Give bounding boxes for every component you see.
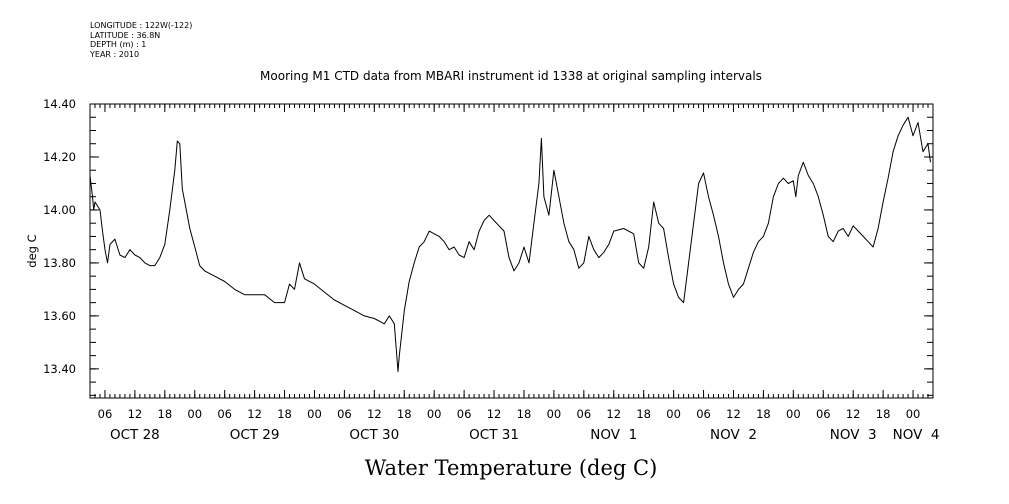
x-tick-label: 18 bbox=[756, 407, 771, 421]
x-tick-label: 00 bbox=[307, 407, 322, 421]
x-tick-label: 00 bbox=[187, 407, 202, 421]
x-tick-label: 18 bbox=[158, 407, 173, 421]
y-tick-label: 13.80 bbox=[43, 256, 76, 270]
y-tick-label: 14.20 bbox=[43, 150, 76, 164]
x-tick-label: 12 bbox=[726, 407, 741, 421]
y-tick-label: 14.40 bbox=[43, 97, 76, 111]
metadata-year: YEAR : 2010 bbox=[90, 49, 140, 59]
x-tick-label: 18 bbox=[876, 407, 891, 421]
minor-ticks bbox=[89, 103, 934, 398]
x-tick-label: 12 bbox=[846, 407, 861, 421]
x-tick-label: 18 bbox=[636, 407, 651, 421]
x-tick-label: 18 bbox=[517, 407, 532, 421]
x-tick-label: 12 bbox=[487, 407, 502, 421]
x-axis: 06 12 18 00 06 12 18 00 06 12 18 00 06 12 18 00 06 12 18 00… bbox=[98, 104, 921, 421]
x-tick-label: 18 bbox=[397, 407, 412, 421]
day-label: OCT 29 bbox=[230, 427, 280, 443]
y-tick-label: 13.40 bbox=[43, 362, 76, 376]
y-tick-label: 14.00 bbox=[43, 203, 76, 217]
x-tick-label: 00 bbox=[427, 407, 442, 421]
day-label: OCT 28 bbox=[110, 427, 160, 443]
y-tick-label: 13.60 bbox=[43, 309, 76, 323]
x-tick-label: 06 bbox=[337, 407, 352, 421]
x-tick-label: 06 bbox=[696, 407, 711, 421]
x-tick-label: 00 bbox=[547, 407, 562, 421]
plot-frame bbox=[89, 103, 934, 399]
x-tick-label: 06 bbox=[98, 407, 113, 421]
x-tick-label: 12 bbox=[128, 407, 143, 421]
metadata-block: LONGITUDE : 122W(-122) LATITUDE : 36.8N … bbox=[90, 21, 192, 59]
x-tick-label: 00 bbox=[906, 407, 921, 421]
metadata-latitude: LATITUDE : 36.8N bbox=[90, 30, 161, 40]
metadata-longitude: LONGITUDE : 122W(-122) bbox=[90, 21, 193, 30]
x-tick-label: 12 bbox=[367, 407, 382, 421]
day-label: NOV 2 bbox=[710, 427, 757, 443]
y-axis-label: deg C bbox=[25, 234, 39, 267]
metadata-depth: DEPTH (m) : 1 bbox=[90, 40, 147, 49]
x-tick-label: 06 bbox=[577, 407, 592, 421]
x-tick-label: 06 bbox=[816, 407, 831, 421]
chart-title: Mooring M1 CTD data from MBARI instrumen… bbox=[260, 69, 762, 83]
y-axis: 13.40 13.60 13.80 14.00 14.20 14.40 bbox=[43, 97, 933, 376]
day-label: NOV 4 bbox=[893, 427, 940, 443]
x-tick-label: 00 bbox=[786, 407, 801, 421]
x-tick-label: 12 bbox=[247, 407, 262, 421]
series-line bbox=[89, 116, 931, 372]
day-label: NOV 1 bbox=[590, 427, 637, 443]
x-tick-label: 06 bbox=[457, 407, 472, 421]
day-labels: OCT 28 OCT 29 OCT 30 OCT 31 NOV 1 NOV 2 NOV 3 N… bbox=[110, 427, 939, 443]
x-tick-label: 00 bbox=[666, 407, 681, 421]
x-tick-label: 06 bbox=[217, 407, 232, 421]
day-label: NOV 3 bbox=[830, 427, 877, 443]
x-tick-label: 12 bbox=[606, 407, 621, 421]
x-axis-label: Water Temperature (deg C) bbox=[365, 456, 658, 480]
day-label: OCT 31 bbox=[469, 427, 519, 443]
x-tick-label: 18 bbox=[277, 407, 292, 421]
day-label: OCT 30 bbox=[349, 427, 399, 443]
